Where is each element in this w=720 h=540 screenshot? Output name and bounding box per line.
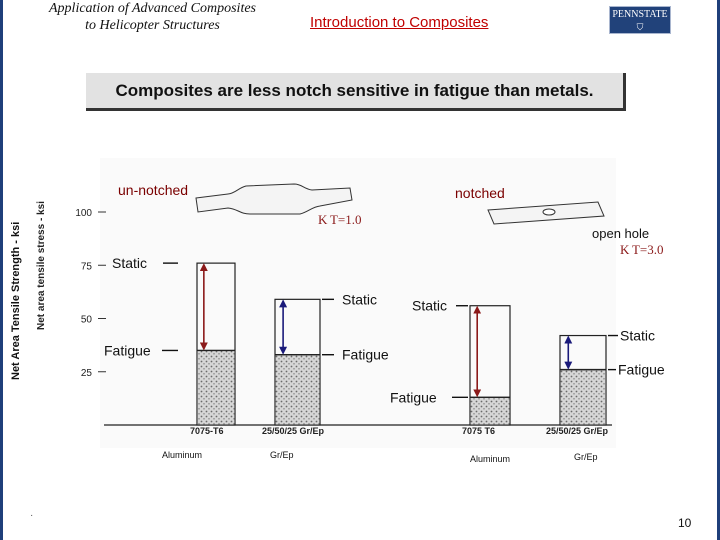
fatigue-label: Fatigue: [618, 362, 665, 378]
notched-specimen-icon: [487, 201, 605, 225]
fatigue-bar: [559, 369, 607, 426]
material-label-4: Gr/Ep: [574, 452, 598, 462]
material-label-3: Aluminum: [470, 454, 510, 464]
right-frame-border: [717, 0, 720, 540]
fatigue-bar: [274, 354, 321, 426]
inner-y-axis-label: Net area tensile stress - ksi: [36, 201, 47, 330]
section-title: Introduction to Composites: [310, 14, 489, 31]
material-label-1: Aluminum: [162, 450, 202, 460]
plot-area: [100, 158, 616, 448]
kt-notched-label: K T=3.0: [620, 242, 664, 257]
headline-banner: Composites are less notch sensitive in f…: [86, 73, 626, 111]
pennstate-logo: PENNSTATE ⛉: [609, 6, 671, 34]
static-label: Static: [620, 328, 655, 344]
x-category-label: 7075 T6: [462, 426, 495, 436]
stray-dot: ·: [30, 510, 34, 521]
y-tick-label: 50: [81, 315, 93, 326]
fatigue-label: Fatigue: [390, 389, 437, 405]
x-category-label: 7075-T6: [190, 426, 224, 436]
headline-text: Composites are less notch sensitive in f…: [115, 81, 594, 100]
course-title-line-2: to Helicopter Structures: [85, 18, 220, 33]
y-tick-label: 25: [81, 368, 93, 379]
static-label: Static: [412, 298, 447, 314]
logo-shield-icon: ⛉: [636, 22, 644, 32]
page-number: 10: [678, 516, 692, 530]
static-label: Static: [112, 255, 147, 271]
material-label-2: Gr/Ep: [270, 450, 294, 460]
fatigue-label: Fatigue: [104, 342, 151, 358]
kt-unnotched-label: K T=1.0: [318, 212, 362, 227]
x-category-label: 25/50/25 Gr/Ep: [546, 426, 609, 436]
course-title-line-1: Application of Advanced Composites: [49, 1, 256, 16]
left-frame-border: [0, 0, 3, 540]
logo-text: PENNSTATE: [612, 9, 668, 20]
x-category-label: 25/50/25 Gr/Ep: [262, 426, 325, 436]
notched-label: notched: [455, 185, 505, 201]
course-title: Application of Advanced Composites to He…: [30, 0, 275, 34]
unnotched-label: un-notched: [118, 182, 188, 198]
fatigue-bar: [196, 349, 236, 426]
y-tick-label: 75: [81, 261, 93, 272]
fatigue-label: Fatigue: [342, 347, 389, 363]
fatigue-bar: [469, 396, 511, 426]
y-tick-label: 100: [75, 208, 92, 219]
unnotched-specimen-icon: [195, 183, 353, 215]
static-label: Static: [342, 291, 377, 307]
open-hole-label: open hole: [592, 226, 649, 241]
